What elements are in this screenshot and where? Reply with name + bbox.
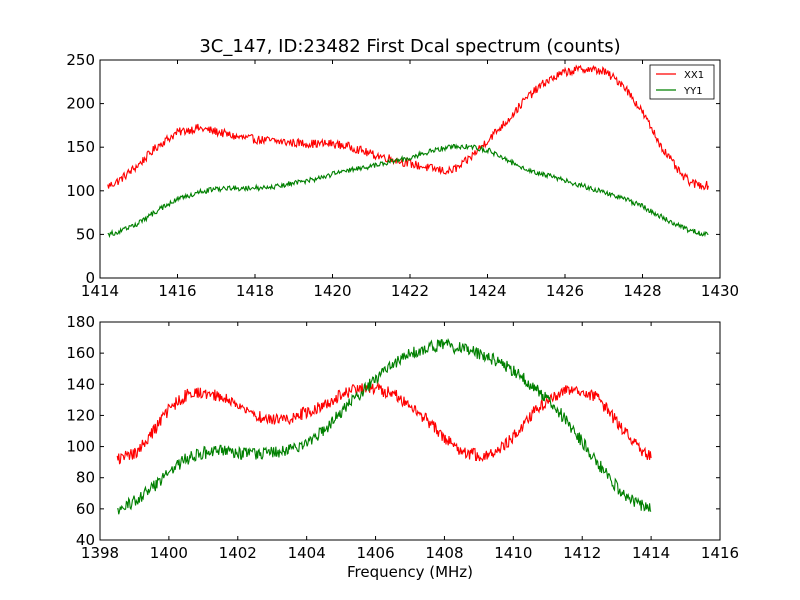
y-tick-label: 40 — [76, 531, 95, 549]
x-tick-label: 1416 — [701, 544, 739, 562]
x-tick-label: 1408 — [425, 544, 463, 562]
y-tick-label: 250 — [66, 51, 95, 69]
series-line-xx1 — [116, 381, 652, 465]
x-tick-label: 1410 — [494, 544, 532, 562]
y-tick-label: 80 — [76, 469, 95, 487]
y-tick-label: 200 — [66, 95, 95, 113]
x-tick-label: 1414 — [81, 282, 119, 300]
x-tick-label: 1424 — [468, 282, 506, 300]
x-tick-label: 1398 — [81, 544, 119, 562]
chart-title: 3C_147, ID:23482 First Dcal spectrum (co… — [199, 36, 620, 57]
axes-frame — [99, 321, 721, 541]
y-tick-label: 100 — [66, 438, 95, 456]
legend-box — [649, 64, 715, 100]
x-tick-label: 1422 — [391, 282, 429, 300]
x-tick-label: 1420 — [313, 282, 351, 300]
y-tick-label: 150 — [66, 138, 95, 156]
y-tick-label: 160 — [66, 344, 95, 362]
x-tick-label: 1430 — [701, 282, 739, 300]
x-tick-label: 1426 — [546, 282, 584, 300]
series-line-yy1 — [107, 143, 709, 239]
x-tick-label: 1402 — [219, 544, 257, 562]
y-tick-label: 140 — [66, 375, 95, 393]
y-tick-label: 180 — [66, 313, 95, 331]
x-tick-label: 1414 — [632, 544, 670, 562]
x-tick-label: 1428 — [623, 282, 661, 300]
series-line-yy1 — [117, 337, 652, 515]
x-tick-label: 1416 — [158, 282, 196, 300]
bottom-spectrum-panel: 1398 1400 1402 1404 1406 1408 1410 1412 1414 1416… — [66, 313, 739, 562]
legend-label-xx1: XX1 — [684, 70, 704, 81]
x-tick-label: 1400 — [150, 544, 188, 562]
bottom-x-axis-label: Frequency (MHz) — [347, 563, 473, 581]
y-tick-label: 120 — [66, 406, 95, 424]
x-tick-label: 1418 — [236, 282, 274, 300]
x-tick-label: 1406 — [356, 544, 394, 562]
y-tick-label: 100 — [66, 182, 95, 200]
y-tick-label: 50 — [76, 225, 95, 243]
y-tick-label: 60 — [76, 500, 95, 518]
legend-label-yy1: YY1 — [683, 86, 703, 97]
top-spectrum-panel: 1414 1416 1418 1420 1422 1424 1426 1428 1430 0 50 1… — [66, 51, 739, 300]
y-tick-label: 0 — [85, 269, 95, 287]
x-tick-label: 1404 — [288, 544, 326, 562]
x-tick-label: 1412 — [563, 544, 601, 562]
